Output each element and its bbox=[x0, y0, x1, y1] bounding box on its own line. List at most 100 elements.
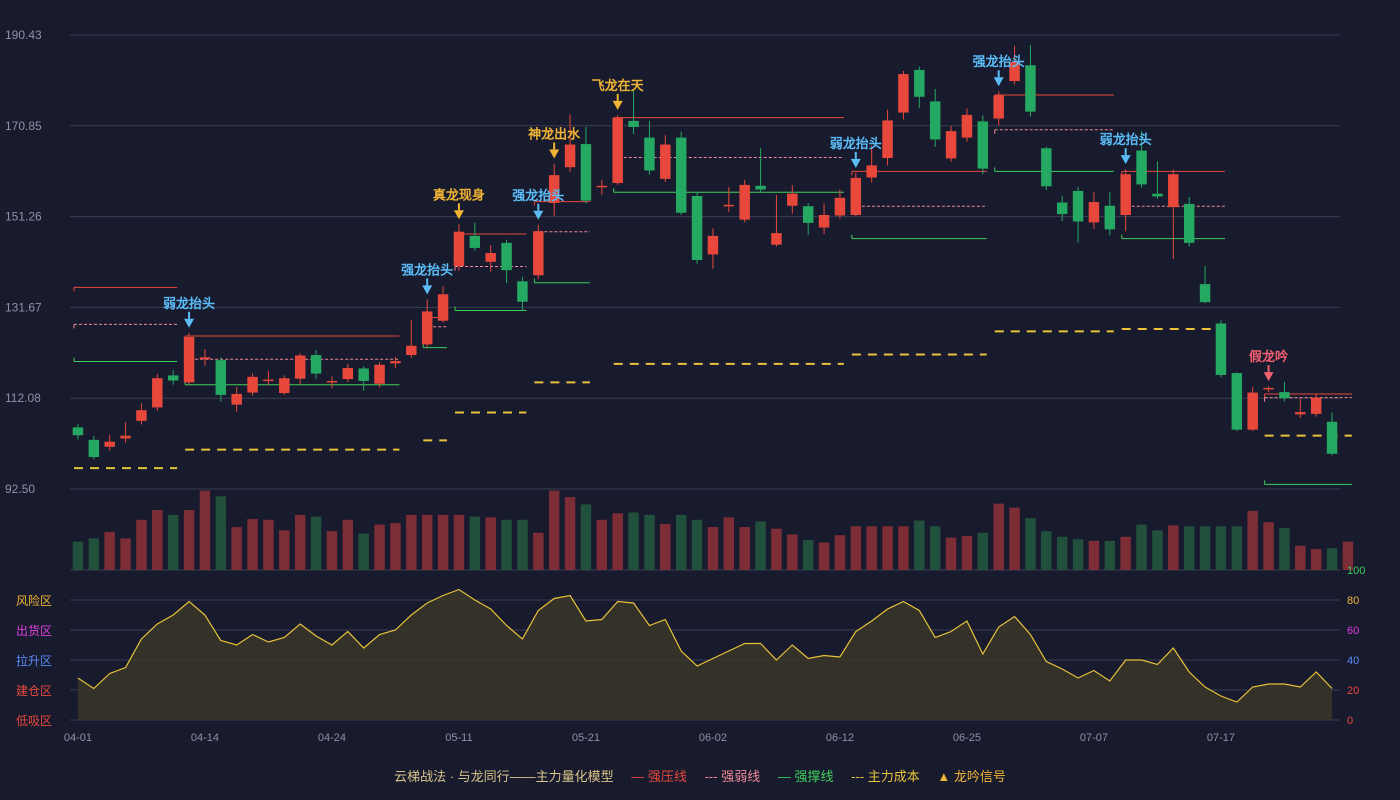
candle-body bbox=[993, 95, 1004, 119]
candle-body bbox=[723, 204, 735, 207]
chart-legend: 云梯战法 · 与龙同行——主力量化模型 — 强压线 --- 强弱线 — 强撑线 … bbox=[0, 766, 1400, 785]
volume-bar bbox=[929, 526, 941, 570]
volume-bar bbox=[771, 528, 782, 570]
volume-bar bbox=[136, 519, 147, 570]
candle-body bbox=[1168, 174, 1179, 208]
candle-body bbox=[850, 177, 862, 216]
volume-bar bbox=[88, 538, 100, 570]
candle-body bbox=[1247, 392, 1258, 430]
volume-bar bbox=[818, 542, 830, 570]
volume-bar bbox=[421, 514, 433, 570]
candle-body bbox=[421, 311, 433, 345]
volume-bar bbox=[580, 504, 592, 570]
volume-bar bbox=[199, 490, 211, 570]
candle-body bbox=[342, 368, 354, 380]
signal-label: 强龙抬头 bbox=[401, 262, 453, 277]
volume-bar bbox=[1009, 507, 1020, 570]
volume-bar bbox=[739, 527, 750, 570]
volume-bar bbox=[787, 534, 798, 570]
candle-body bbox=[644, 137, 655, 171]
volume-bar bbox=[183, 510, 195, 570]
volume-bar bbox=[1088, 540, 1100, 570]
volume-bar bbox=[263, 519, 274, 570]
oscillator-tick-label: 0 bbox=[1347, 715, 1353, 727]
volume-bar bbox=[1152, 530, 1163, 570]
volume-bar bbox=[294, 514, 306, 570]
signal-label: 强龙抬头 bbox=[512, 188, 564, 203]
candle-body bbox=[390, 361, 401, 364]
candle-body bbox=[533, 231, 544, 276]
volume-bar bbox=[279, 530, 290, 570]
legend-signal[interactable]: ▲ 龙吟信号 bbox=[937, 769, 1006, 784]
legend-weak[interactable]: --- 强弱线 bbox=[704, 769, 761, 784]
candle-body bbox=[501, 242, 512, 271]
candle-body bbox=[834, 197, 846, 216]
volume-bar bbox=[390, 523, 401, 570]
volume-bar bbox=[596, 519, 608, 570]
candle-body bbox=[787, 193, 798, 206]
volume-bar bbox=[1247, 510, 1258, 570]
signal-arrow-icon bbox=[993, 77, 1004, 87]
signal-arrow-icon bbox=[453, 210, 464, 220]
signal-arrow-icon bbox=[422, 285, 433, 295]
candle-body bbox=[88, 439, 100, 458]
volume-bar bbox=[358, 533, 369, 570]
candle-body bbox=[326, 380, 338, 383]
volume-bar bbox=[1263, 522, 1274, 570]
volume-bar bbox=[1215, 526, 1227, 570]
legend-resist[interactable]: — 强压线 bbox=[631, 769, 687, 784]
candle-body bbox=[183, 336, 195, 383]
volume-bar bbox=[533, 532, 544, 570]
candle-body bbox=[802, 206, 814, 223]
candle-body bbox=[866, 165, 877, 178]
volume-bar bbox=[644, 514, 655, 570]
volume-bar bbox=[120, 538, 131, 570]
volume-bar bbox=[437, 514, 449, 570]
volume-bar bbox=[152, 510, 163, 570]
x-tick-label: 05-21 bbox=[572, 732, 600, 744]
x-tick-label: 04-24 bbox=[318, 732, 346, 744]
x-tick-label: 07-17 bbox=[1207, 732, 1235, 744]
signal-label: 飞龙在天 bbox=[592, 78, 645, 93]
candle-body bbox=[104, 441, 115, 447]
volume-bar bbox=[1072, 539, 1084, 570]
candle-body bbox=[72, 427, 84, 436]
volume-bar bbox=[1104, 540, 1116, 570]
volume-bar bbox=[993, 503, 1004, 570]
volume-bar bbox=[1025, 518, 1036, 570]
signal-arrow-icon bbox=[184, 318, 195, 328]
volume-bar bbox=[707, 527, 719, 570]
legend-cost-label: 主力成本 bbox=[867, 769, 920, 784]
triangle-icon: ▲ bbox=[937, 769, 951, 784]
volume-bar bbox=[501, 519, 512, 570]
candle-body bbox=[961, 114, 973, 138]
candle-body bbox=[152, 378, 163, 408]
candle-body bbox=[1041, 148, 1052, 187]
candlestick-chart: 190.43170.85151.26131.67112.0892.50弱龙抬头强… bbox=[5, 28, 1365, 744]
candle-body bbox=[263, 379, 274, 382]
oscillator-tick-label: 80 bbox=[1347, 595, 1359, 607]
signal-label: 假龙吟 bbox=[1249, 349, 1288, 364]
candle-body bbox=[1199, 284, 1211, 303]
volume-bar bbox=[310, 516, 322, 570]
candle-body bbox=[294, 355, 306, 379]
candle-body bbox=[279, 378, 290, 394]
candle-body bbox=[945, 131, 957, 159]
legend-cost[interactable]: --- 主力成本 bbox=[851, 769, 920, 784]
x-tick-label: 06-12 bbox=[826, 732, 854, 744]
candle-body bbox=[1295, 412, 1306, 415]
volume-bar bbox=[1120, 536, 1131, 570]
volume-bar bbox=[675, 514, 687, 570]
volume-bar bbox=[469, 516, 481, 570]
legend-support[interactable]: — 强撑线 bbox=[777, 769, 834, 784]
candle-body bbox=[374, 364, 385, 384]
oscillator-tick-label: 100 bbox=[1347, 565, 1365, 577]
candle-body bbox=[1120, 174, 1131, 216]
zone-label: 建仓区 bbox=[16, 684, 52, 698]
zone-label: 风险区 bbox=[16, 593, 52, 608]
volume-bar bbox=[914, 520, 925, 570]
volume-bar bbox=[167, 514, 179, 570]
price-tick-label: 170.85 bbox=[5, 119, 42, 133]
candle-body bbox=[1231, 373, 1243, 430]
candle-body bbox=[882, 120, 893, 158]
